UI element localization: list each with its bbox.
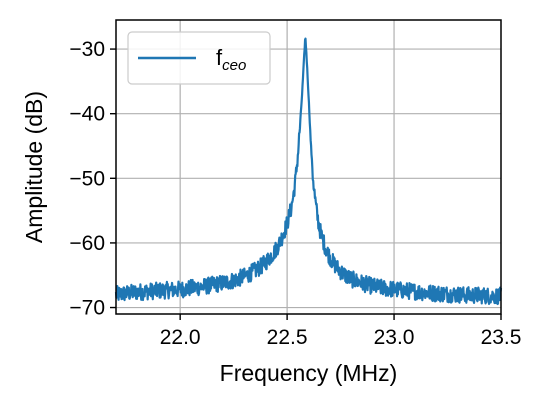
legend-box — [127, 31, 271, 85]
x-tick-label: 22.5 — [267, 326, 308, 349]
x-tick-label: 22.0 — [160, 326, 201, 349]
x-tick-label: 23.5 — [481, 326, 522, 349]
series-line-fceo — [114, 37, 503, 306]
y-tick-label: −70 — [69, 297, 105, 320]
ticks-layer: 22.0 22.5 23.0 23.5 −70 −60 −50 −40 −30 — [69, 38, 521, 349]
y-axis-label: Amplitude (dB) — [21, 91, 47, 243]
y-tick-label: −60 — [69, 232, 105, 255]
axes-layer — [115, 19, 502, 315]
x-tick-label: 23.0 — [374, 326, 415, 349]
y-tick-label: −40 — [69, 103, 105, 126]
y-tick-label: −30 — [69, 38, 105, 61]
plot-frame — [115, 19, 502, 315]
legend: fceo — [127, 31, 271, 85]
y-tick-label: −50 — [69, 167, 105, 190]
legend-label-main: f — [216, 45, 223, 70]
legend-label: fceo — [216, 45, 246, 74]
x-axis-label: Frequency (MHz) — [220, 360, 398, 386]
legend-label-subscript: ceo — [222, 57, 246, 74]
series-layer — [114, 37, 503, 306]
